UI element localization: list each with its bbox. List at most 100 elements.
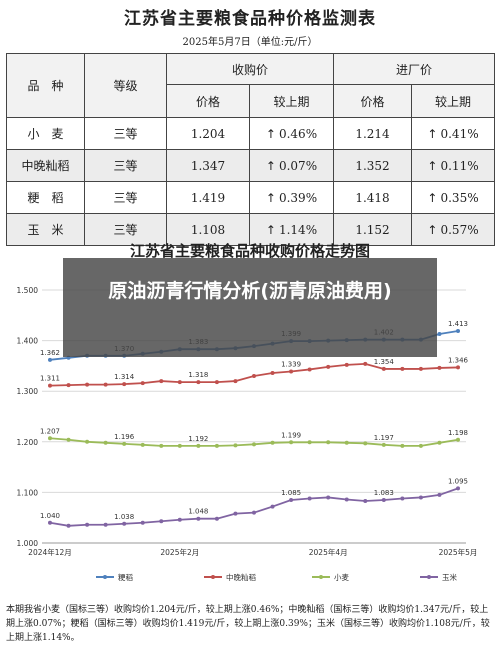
data-point [122, 441, 127, 446]
data-point [177, 517, 182, 522]
data-label: 1.197 [374, 434, 394, 442]
data-point [196, 516, 201, 521]
row-purchase-change-value: 1.14% [278, 222, 318, 237]
data-point [66, 383, 71, 388]
summary-note: 本期我省小麦（国标三等）收购均价1.204元/斤，较上期上涨0.46%；中晚籼稻… [6, 605, 490, 643]
data-point [252, 442, 256, 447]
data-label: 1.199 [281, 431, 301, 439]
row-grade: 三等 [84, 149, 167, 182]
header-retail-price: 价格 [333, 84, 413, 118]
legend-marker [211, 575, 215, 579]
data-point [400, 366, 405, 371]
row-purchase-change: ↑ 0.46% [248, 117, 335, 150]
data-label: 1.413 [448, 320, 468, 328]
row-purchase-change: ↑ 0.39% [248, 181, 335, 214]
y-tick-label: 1.200 [17, 438, 39, 447]
row-retail-change-value: 0.11% [440, 158, 479, 173]
header-purchase-price: 价格 [166, 84, 250, 118]
row-name: 粳 稻 [6, 181, 85, 214]
row-retail-price: 1.352 [333, 149, 413, 182]
data-label: 1.318 [188, 371, 208, 379]
header-purchase: 收购价 [165, 53, 335, 85]
row-grade: 三等 [84, 181, 167, 214]
data-point [381, 442, 386, 447]
data-point [140, 520, 145, 525]
data-point [252, 510, 256, 515]
legend-label: 小麦 [334, 572, 349, 582]
data-point [159, 443, 164, 448]
data-point [177, 443, 182, 448]
x-tick-label: 2025年2月 [160, 547, 199, 557]
data-point [270, 504, 275, 509]
data-point [456, 328, 460, 333]
row-name: 玉 米 [6, 213, 85, 246]
data-label: 1.314 [114, 373, 135, 381]
data-point [307, 496, 312, 501]
data-point [307, 367, 312, 372]
data-point [344, 497, 349, 502]
row-purchase-price: 1.108 [166, 213, 250, 246]
table-row: 中晚籼稻 三等 1.347 ↑ 0.07% 1.352 ↑ 0.11% [6, 149, 496, 182]
data-point [48, 357, 52, 362]
row-purchase-change-value: 0.46% [278, 126, 318, 141]
data-point [214, 516, 219, 521]
up-arrow-icon: ↑ [265, 222, 276, 237]
data-label: 1.354 [374, 358, 395, 366]
row-retail-change: ↑ 0.57% [411, 213, 496, 246]
data-label: 1.346 [448, 356, 469, 364]
data-point [196, 380, 201, 385]
header-purchase-change: 较上期 [248, 84, 335, 118]
table-subheader-row: 价格 较上期 价格 较上期 [7, 84, 496, 118]
header-retail-change: 较上期 [411, 84, 496, 118]
row-purchase-change-value: 0.39% [278, 190, 318, 205]
data-point [48, 520, 52, 525]
data-point [289, 369, 294, 374]
row-name: 中晚籼稻 [6, 149, 85, 182]
row-retail-price: 1.418 [333, 181, 413, 214]
data-point [103, 522, 108, 527]
up-arrow-icon: ↑ [265, 190, 276, 205]
legend-label: 玉米 [442, 572, 457, 582]
data-point [103, 382, 108, 387]
data-point [326, 440, 331, 445]
legend-label: 粳稻 [118, 572, 133, 582]
data-point [289, 497, 294, 502]
data-point [214, 443, 219, 448]
row-retail-change-value: 0.35% [440, 190, 479, 205]
ad-overlay-text: 原油沥青行情分析(沥青原油费用) [108, 280, 392, 302]
y-tick-label: 1.300 [17, 387, 39, 396]
row-retail-change: ↑ 0.11% [411, 149, 496, 182]
y-tick-label: 1.400 [17, 337, 39, 346]
data-label: 1.339 [281, 360, 301, 368]
data-point [159, 379, 164, 384]
data-point [140, 442, 145, 447]
data-point [418, 495, 423, 500]
data-point [66, 523, 71, 528]
data-point [233, 511, 238, 516]
data-point [437, 440, 442, 445]
data-point [85, 382, 90, 387]
data-point [437, 492, 442, 497]
up-arrow-icon: ↑ [427, 222, 438, 237]
legend-marker [427, 575, 431, 579]
data-point [437, 332, 442, 337]
ad-overlay-banner[interactable]: 原油沥青行情分析(沥青原油费用) [63, 258, 437, 357]
row-purchase-price: 1.204 [166, 117, 250, 150]
x-tick-label: 2025年5月 [439, 547, 478, 557]
row-grade: 三等 [84, 213, 167, 246]
y-tick-label: 1.100 [17, 488, 39, 497]
row-retail-change-value: 0.41% [440, 126, 479, 141]
row-retail-price: 1.152 [333, 213, 413, 246]
data-point [196, 443, 201, 448]
row-purchase-change-value: 0.07% [278, 158, 318, 173]
up-arrow-icon: ↑ [265, 126, 276, 141]
data-point [103, 440, 108, 445]
data-point [326, 364, 331, 369]
data-point [85, 522, 90, 527]
data-point [326, 495, 331, 500]
up-arrow-icon: ↑ [265, 158, 276, 173]
up-arrow-icon: ↑ [427, 158, 438, 173]
table-title: 江苏省主要粮食品种价格监测表 [124, 9, 376, 29]
row-purchase-price: 1.347 [166, 149, 250, 182]
data-point [252, 374, 256, 379]
